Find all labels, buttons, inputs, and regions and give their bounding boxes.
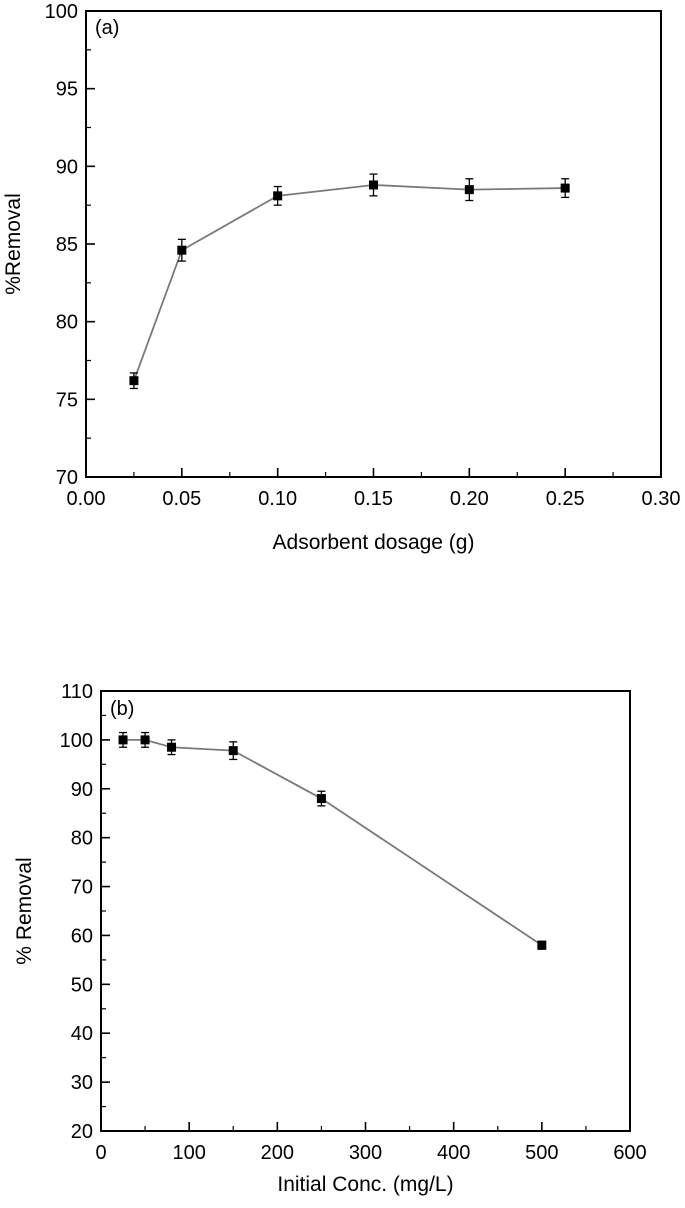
y-tick-label: 100 bbox=[60, 730, 93, 752]
figure-panel-b: 0 100 200 300 400 500 600 20 30 40 50 60 70 80 90 100 11… bbox=[0, 643, 685, 1208]
y-tick-label: 80 bbox=[71, 828, 93, 850]
data-point-marker bbox=[560, 183, 570, 193]
data-point-marker bbox=[140, 735, 150, 745]
panel-label: (a) bbox=[95, 17, 119, 39]
plot-frame bbox=[85, 10, 662, 478]
data-point-marker bbox=[167, 742, 177, 752]
x-tick-label: 0.00 bbox=[67, 488, 106, 510]
x-tick-label: 600 bbox=[613, 1142, 646, 1164]
y-tick-label: 60 bbox=[71, 925, 93, 947]
x-tick-label: 0.10 bbox=[258, 488, 297, 510]
x-tick-label: 0.25 bbox=[546, 488, 585, 510]
chart-b: 0 100 200 300 400 500 600 20 30 40 50 60 70 80 90 100 11… bbox=[13, 681, 647, 1196]
series-line bbox=[123, 738, 543, 946]
x-tick-label: 0.30 bbox=[642, 488, 681, 510]
x-tick-label: 400 bbox=[437, 1142, 470, 1164]
y-tick-label: 100 bbox=[45, 1, 78, 23]
y-tick-label: 80 bbox=[56, 312, 78, 334]
figure-panel-a: 0.00 0.05 0.10 0.15 0.20 0.25 0.30 70 75 80 85 90 95… bbox=[0, 0, 685, 580]
data-point-marker bbox=[177, 245, 187, 255]
y-tick-label: 95 bbox=[56, 79, 78, 101]
data-point-marker bbox=[369, 180, 378, 190]
data-point-marker bbox=[537, 940, 547, 950]
chart-a: 0.00 0.05 0.10 0.15 0.20 0.25 0.30 70 75 80 85 90 95… bbox=[2, 1, 681, 554]
y-tick-label: 90 bbox=[71, 779, 93, 801]
x-tick-label: 500 bbox=[525, 1142, 558, 1164]
y-tick-label: 20 bbox=[71, 1121, 93, 1143]
y-tick-label: 30 bbox=[71, 1072, 93, 1094]
y-tick-label: 90 bbox=[56, 156, 78, 178]
x-tick-label: 0.20 bbox=[450, 488, 489, 510]
data-point-marker bbox=[316, 794, 326, 804]
x-axis-title: Adsorbent dosage (g) bbox=[273, 531, 475, 554]
y-tick-label: 85 bbox=[56, 234, 78, 256]
x-tick-label: 200 bbox=[261, 1142, 294, 1164]
y-tick-label: 50 bbox=[71, 974, 93, 996]
plot-frame bbox=[100, 690, 631, 1132]
panel-label: (b) bbox=[110, 698, 134, 720]
x-tick-label: 0.15 bbox=[354, 488, 393, 510]
x-tick-label: 0 bbox=[95, 1142, 106, 1164]
y-tick-label: 75 bbox=[56, 389, 78, 411]
series-line bbox=[133, 184, 566, 382]
y-tick-label: 110 bbox=[61, 681, 93, 703]
y-tick-label: 40 bbox=[71, 1023, 93, 1045]
data-point-marker bbox=[273, 191, 283, 201]
y-axis-title: % Removal bbox=[13, 857, 36, 964]
x-tick-label: 300 bbox=[349, 1142, 382, 1164]
data-point-marker bbox=[129, 376, 139, 386]
x-axis-title: Initial Conc. (mg/L) bbox=[277, 1173, 453, 1196]
y-tick-label: 70 bbox=[71, 877, 93, 899]
data-point-marker bbox=[228, 746, 238, 756]
data-point-marker bbox=[464, 185, 474, 195]
y-axis-title: %Removal bbox=[2, 193, 25, 295]
y-tick-label: 70 bbox=[56, 467, 78, 489]
x-tick-label: 100 bbox=[172, 1142, 205, 1164]
data-point-marker bbox=[118, 735, 128, 745]
x-tick-label: 0.05 bbox=[162, 488, 201, 510]
